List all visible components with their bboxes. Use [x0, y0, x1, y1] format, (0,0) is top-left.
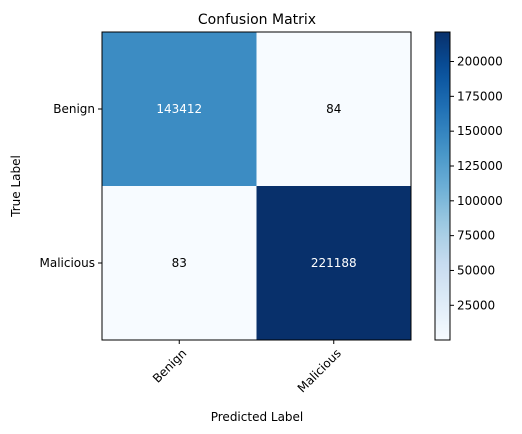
colorbar-tick-label: 75000 — [457, 229, 495, 243]
y-tick-label: Malicious — [39, 256, 95, 270]
colorbar-tick-label: 150000 — [457, 124, 503, 138]
y-axis-label: True Label — [9, 155, 23, 218]
colorbar-tick-label: 50000 — [457, 263, 495, 277]
y-tick-label: Benign — [53, 102, 95, 116]
colorbar-tick-label: 100000 — [457, 194, 503, 208]
matrix-cell — [256, 186, 412, 341]
x-axis-label: Predicted Label — [211, 410, 304, 424]
cell-value-label: 143412 — [156, 102, 202, 116]
colorbar-tick-label: 175000 — [457, 89, 503, 103]
matrix-cell — [102, 32, 257, 187]
x-axis-ticks: Benign Malicious — [150, 340, 344, 395]
cell-value-label: 221188 — [311, 256, 357, 270]
chart-title: Confusion Matrix — [198, 12, 316, 28]
x-tick-label: Malicious — [295, 346, 344, 395]
plot-frame — [101, 31, 412, 341]
cell-value-label: 83 — [172, 256, 187, 270]
colorbar-ticks: 25000 50000 75000 100000 125000 150000 175000 2… — [450, 55, 503, 312]
matrix-cells: 143412 84 83 221188 — [102, 32, 412, 341]
x-tick-label: Benign — [150, 346, 189, 385]
colorbar — [434, 31, 451, 341]
y-axis-ticks: Benign Malicious — [39, 102, 102, 270]
colorbar-tick-label: 200000 — [457, 55, 503, 69]
matrix-cell — [256, 32, 412, 187]
colorbar-tick-label: 125000 — [457, 159, 503, 173]
cell-value-label: 84 — [326, 102, 341, 116]
matrix-cell — [102, 186, 257, 341]
colorbar-tick-label: 25000 — [457, 298, 495, 312]
